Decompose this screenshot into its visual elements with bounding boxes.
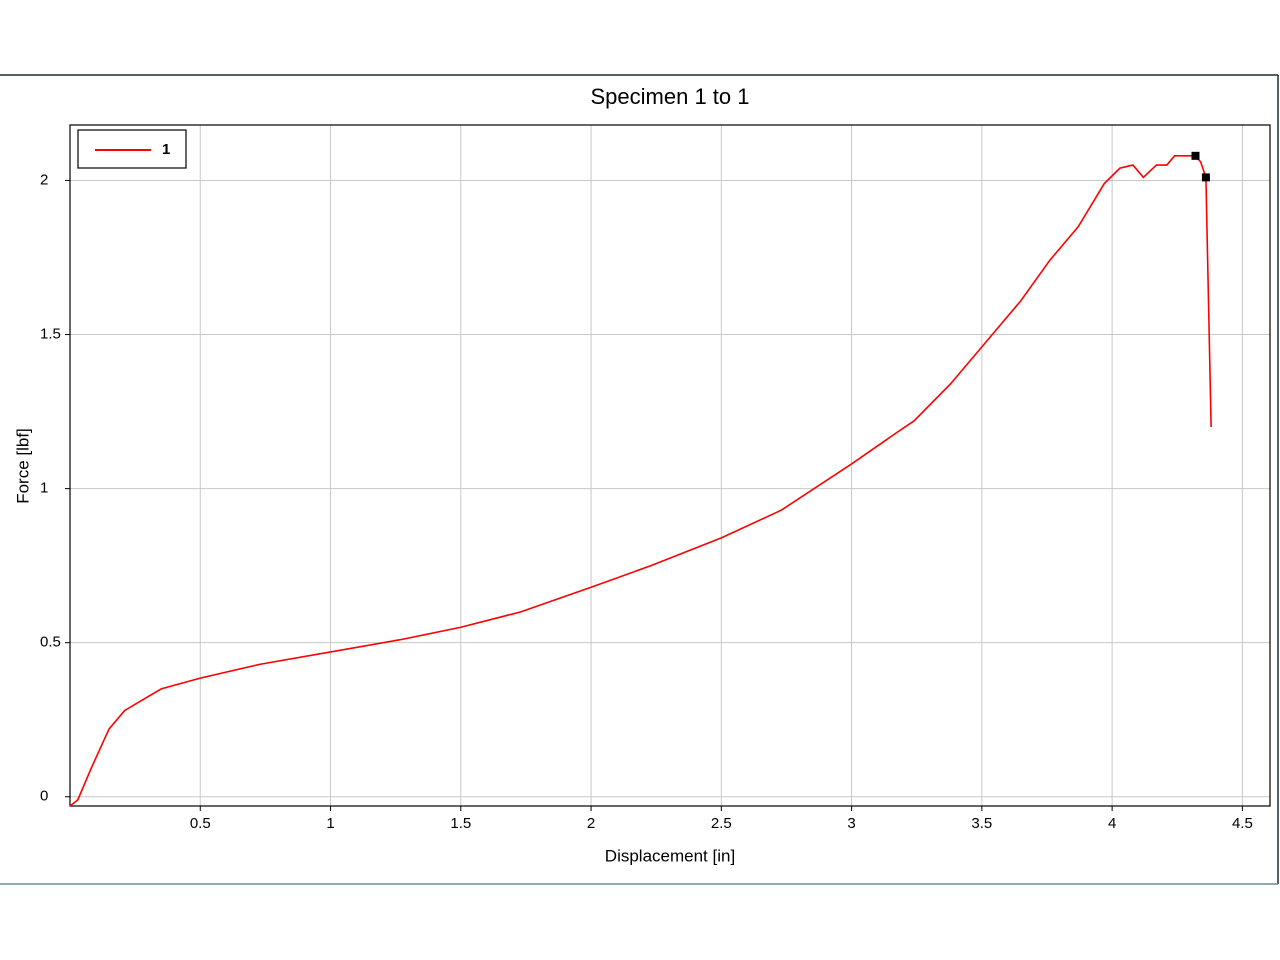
legend-label: 1 <box>162 141 170 158</box>
chart-title: Specimen 1 to 1 <box>591 84 750 109</box>
point-marker <box>1201 173 1210 182</box>
y-tick-label: 2 <box>40 171 48 188</box>
x-tick-label: 2.5 <box>711 815 732 832</box>
y-axis-label: Force [lbf] <box>13 428 32 504</box>
point-marker <box>1191 151 1200 160</box>
x-tick-label: 2 <box>587 815 595 832</box>
x-tick-label: 3 <box>847 815 855 832</box>
x-tick-label: 1 <box>326 815 334 832</box>
x-tick-label: 4.5 <box>1232 815 1253 832</box>
x-tick-label: 3.5 <box>971 815 992 832</box>
x-tick-label: 1.5 <box>450 815 471 832</box>
y-tick-label: 0 <box>40 788 48 805</box>
x-tick-label: 0.5 <box>190 815 211 832</box>
plot-area <box>70 125 1270 806</box>
y-tick-label: 1.5 <box>40 326 61 343</box>
plot-frame <box>69 124 1271 807</box>
y-tick-label: 1 <box>40 480 48 497</box>
x-axis-label: Displacement [in] <box>605 846 735 865</box>
data-line <box>69 155 1212 807</box>
y-tick-label: 0.5 <box>40 634 61 651</box>
x-tick-label: 4 <box>1108 815 1116 832</box>
